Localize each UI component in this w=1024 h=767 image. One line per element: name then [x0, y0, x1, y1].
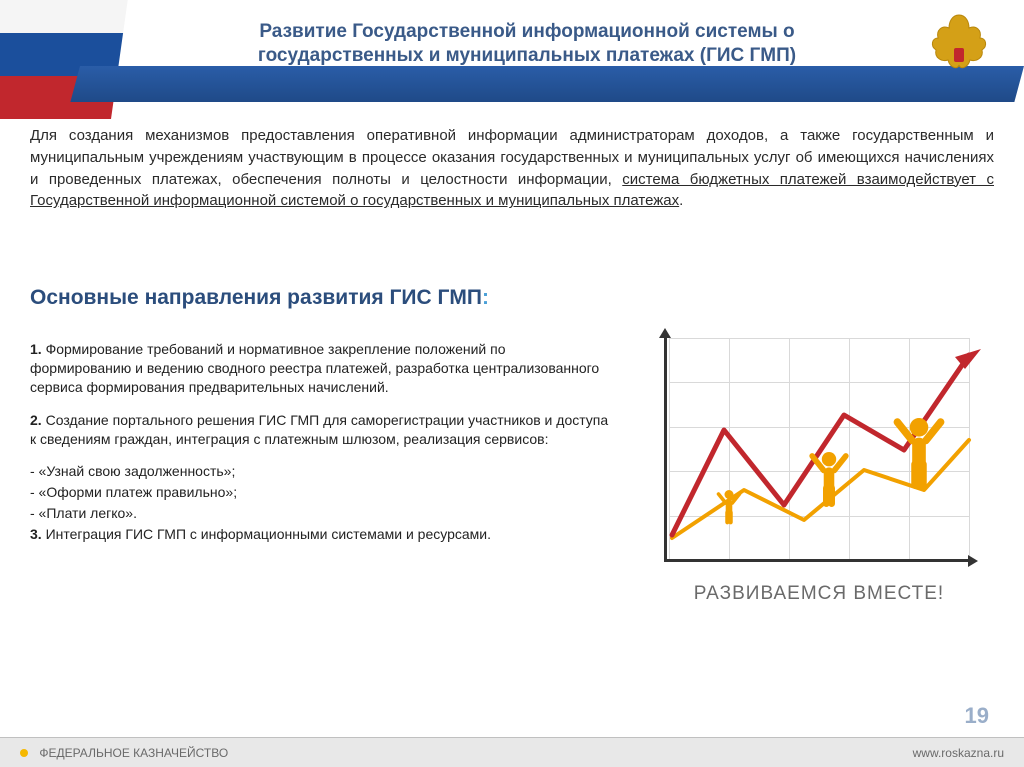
direction-number: 1. — [30, 341, 42, 357]
chart-grid — [669, 338, 969, 560]
y-axis-arrow-icon — [659, 328, 671, 338]
intro-tail: . — [679, 192, 683, 209]
directions-block: 1. Формирование требований и нормативное… — [30, 340, 610, 558]
footer-left: ФЕДЕРАЛЬНОЕ КАЗНАЧЕЙСТВО — [20, 746, 228, 760]
y-axis — [664, 335, 667, 562]
direction-item: - «Плати легко». — [30, 504, 610, 523]
direction-number: 3. — [30, 526, 42, 542]
section-heading: Основные направления развития ГИС ГМП: — [30, 286, 489, 310]
direction-number: 2. — [30, 412, 42, 428]
x-axis-arrow-icon — [968, 555, 978, 567]
x-axis — [664, 559, 972, 562]
footer-dot-icon — [20, 749, 28, 757]
direction-item: - «Оформи платеж правильно»; — [30, 483, 610, 502]
direction-item: 1. Формирование требований и нормативное… — [30, 340, 610, 397]
state-emblem-icon — [924, 10, 994, 80]
slide-title: Развитие Государственной информационной … — [150, 20, 904, 68]
title-line-1: Развитие Государственной информационной … — [150, 20, 904, 44]
direction-item: 2. Создание портального решения ГИС ГМП … — [30, 411, 610, 449]
footer-org: ФЕДЕРАЛЬНОЕ КАЗНАЧЕЙСТВО — [39, 746, 228, 760]
direction-item: 3. Интеграция ГИС ГМП с информационными … — [30, 525, 610, 544]
growth-chart-illustration: РАЗВИВАЕМСЯ ВМЕСТЕ! — [644, 320, 994, 630]
title-line-2: государственных и муниципальных платежах… — [150, 44, 904, 68]
header-ribbon — [70, 66, 1024, 102]
intro-paragraph: Для создания механизмов предоставления о… — [30, 125, 994, 212]
flag-graphic — [0, 0, 129, 120]
section-heading-text: Основные направления развития ГИС ГМП — [30, 286, 482, 309]
page-number: 19 — [965, 703, 989, 729]
illustration-caption: РАЗВИВАЕМСЯ ВМЕСТЕ! — [644, 583, 994, 605]
direction-item: - «Узнай свою задолженность»; — [30, 462, 610, 481]
footer-url: www.roskazna.ru — [913, 746, 1004, 760]
header-band: Развитие Государственной информационной … — [0, 0, 1024, 102]
footer-bar: ФЕДЕРАЛЬНОЕ КАЗНАЧЕЙСТВО www.roskazna.ru — [0, 737, 1024, 767]
